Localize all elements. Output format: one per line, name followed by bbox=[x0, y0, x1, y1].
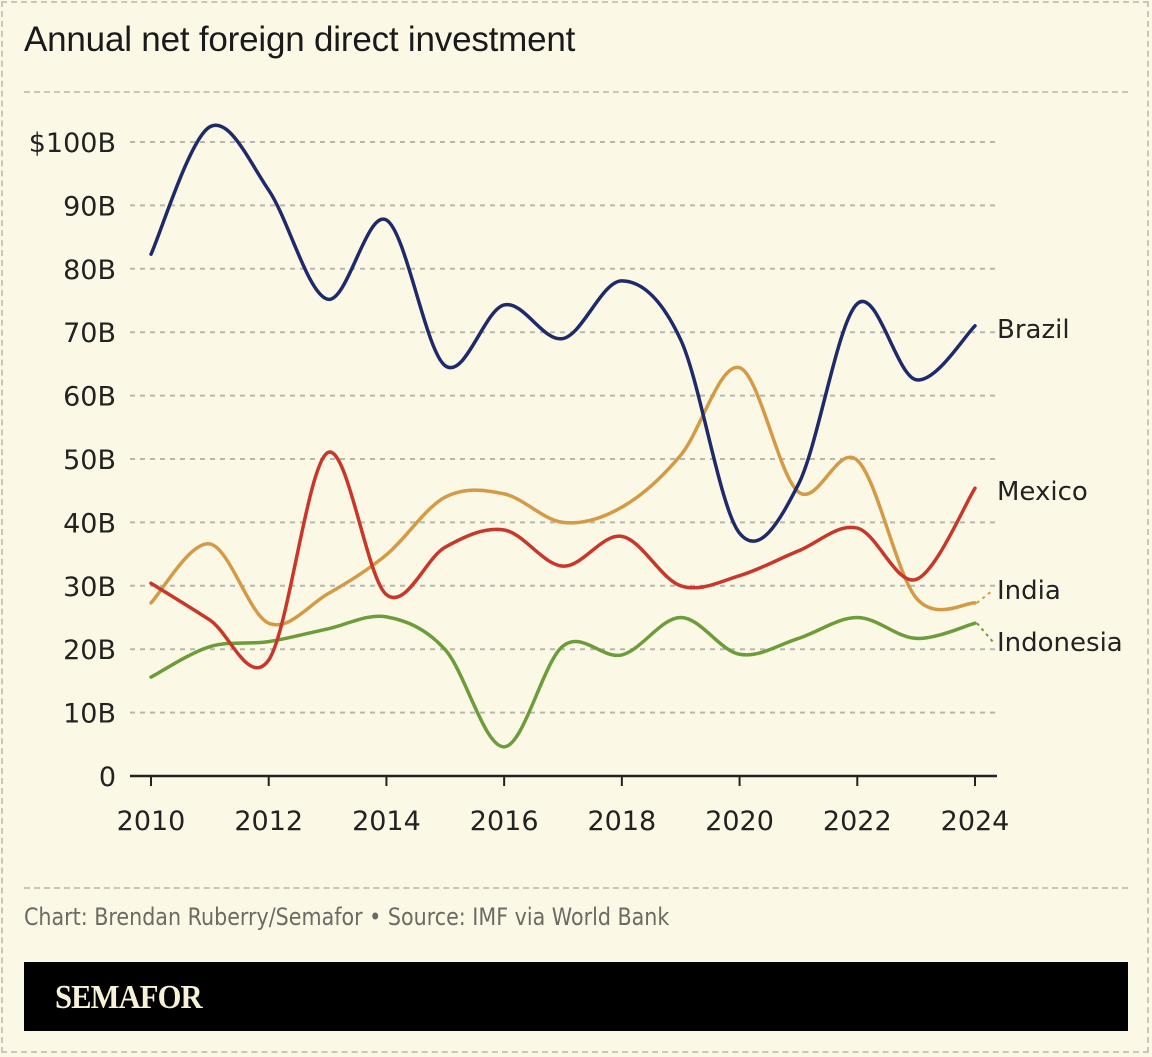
y-axis-ticks: 0 10B 20B 30B 40B 50B 60B 70B 80B 90B $100B bbox=[29, 128, 116, 793]
brand-bar: SEMAFOR bbox=[24, 962, 1128, 1031]
x-tick-label: 2010 bbox=[117, 806, 186, 837]
label-connector bbox=[976, 622, 994, 643]
series-line-brazil bbox=[149, 123, 977, 543]
series-label-mexico: Mexico bbox=[997, 477, 1088, 507]
y-tick-label: 20B bbox=[63, 635, 116, 666]
y-tick-label: 50B bbox=[63, 445, 116, 476]
x-tick-label: 2022 bbox=[823, 806, 892, 837]
source-credit: Chart: Brendan Ruberry/Semafor • Source:… bbox=[24, 903, 670, 931]
x-tick-label: 2014 bbox=[352, 806, 421, 837]
title-divider bbox=[24, 91, 1128, 93]
series-label-brazil: Brazil bbox=[997, 315, 1070, 345]
series-label-india: India bbox=[997, 576, 1061, 606]
y-tick-label: 60B bbox=[63, 382, 116, 413]
gridlines bbox=[130, 141, 996, 714]
x-tick-label: 2012 bbox=[234, 806, 303, 837]
x-tick-label: 2020 bbox=[705, 806, 774, 837]
y-tick-label: 70B bbox=[63, 318, 116, 349]
series-line-mexico bbox=[149, 450, 977, 670]
y-tick-label: 90B bbox=[63, 191, 116, 222]
label-connector bbox=[976, 589, 994, 604]
brand-logo: SEMAFOR bbox=[55, 979, 203, 1016]
chart-title: Annual net foreign direct investment bbox=[24, 20, 576, 59]
y-tick-label: $100B bbox=[29, 128, 116, 159]
x-tick-label: 2024 bbox=[941, 806, 1010, 837]
y-tick-label: 40B bbox=[63, 508, 116, 539]
y-tick-label: 30B bbox=[63, 572, 116, 603]
series-lines bbox=[149, 123, 977, 749]
footer-divider bbox=[24, 887, 1128, 889]
y-tick-label: 0 bbox=[99, 762, 116, 793]
x-tick-label: 2016 bbox=[470, 806, 539, 837]
y-tick-label: 80B bbox=[63, 255, 116, 286]
x-axis: 2010 2012 2014 2016 2018 2020 2022 2024 bbox=[117, 774, 1010, 837]
series-labels: Brazil Mexico India Indonesia bbox=[976, 315, 1123, 658]
series-label-indonesia: Indonesia bbox=[997, 628, 1123, 658]
y-tick-label: 10B bbox=[63, 699, 116, 730]
x-tick-label: 2018 bbox=[587, 806, 656, 837]
series-line-indonesia bbox=[149, 614, 977, 749]
